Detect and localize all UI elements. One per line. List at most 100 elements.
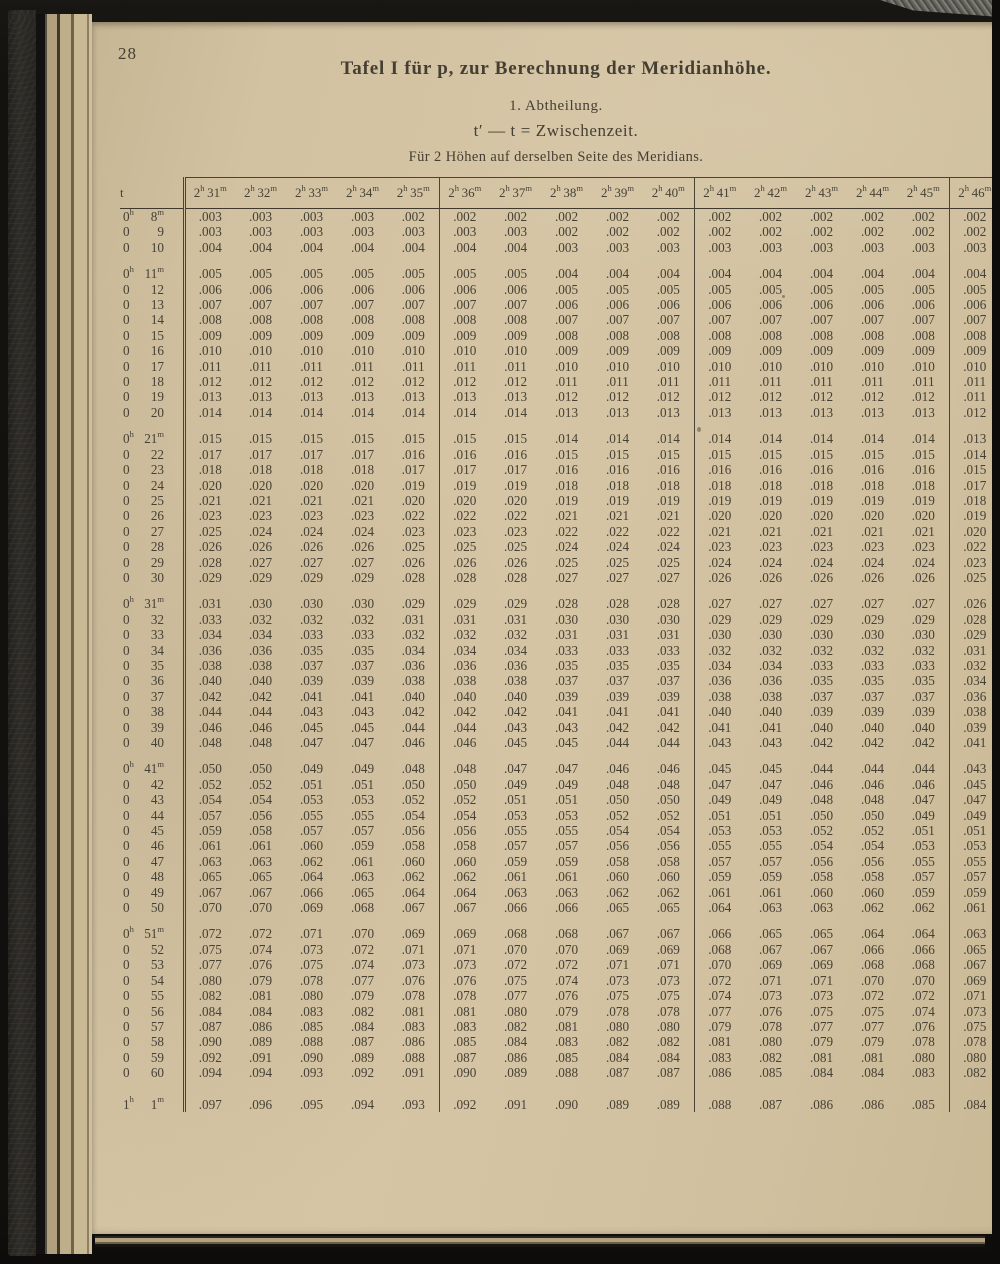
hour-unit: h xyxy=(811,182,816,193)
table-cell: .004 xyxy=(809,266,834,282)
table-cell: .055 xyxy=(554,823,579,839)
spacer-cell xyxy=(388,750,440,762)
table-cell: .058 xyxy=(248,823,273,839)
table-cell: .084 xyxy=(350,1018,375,1034)
note-line: Für 2 Höhen auf derselben Seite des Meri… xyxy=(408,149,704,165)
minute-part: 31m xyxy=(144,593,164,612)
table-cell: .017 xyxy=(963,477,987,493)
spacer-cell xyxy=(439,420,490,431)
table-cell: .016 xyxy=(453,446,477,462)
column-header-label: 2h 38m xyxy=(550,182,583,200)
table-cell: .021 xyxy=(198,492,222,508)
minute-part: 9 xyxy=(157,224,164,240)
table-cell: .003 xyxy=(299,209,324,224)
table-cell: .014 xyxy=(198,404,222,420)
minute-part: 37 xyxy=(150,688,164,704)
table-row: 0 27 .025 .024 .024 .024 .023 .023 .023 .022 .022.… xyxy=(120,523,1000,540)
minute-unit: m xyxy=(831,182,838,193)
table-cell: .070 xyxy=(554,941,579,957)
table-cell: .053 xyxy=(299,792,324,808)
table-cell: .068 xyxy=(860,957,885,973)
table-cell: .070 xyxy=(198,900,222,916)
table-cell: .028 xyxy=(605,596,630,612)
table-cell: .041 xyxy=(299,688,324,704)
row-label: 0 58 xyxy=(120,1034,186,1050)
table-cell: .011 xyxy=(351,358,374,374)
table-cell: .072 xyxy=(503,957,528,973)
table-cell: .066 xyxy=(708,926,732,942)
table-cell: .082 xyxy=(350,1003,375,1019)
table-cell: .044 xyxy=(605,735,630,750)
table-cell: .058 xyxy=(860,869,885,885)
table-cell: .079 xyxy=(554,1003,579,1019)
table-cell: .003 xyxy=(860,239,885,255)
table-cell: .088 xyxy=(554,1065,579,1081)
table-cell: .019 xyxy=(554,492,579,508)
minute-unit: m xyxy=(157,593,164,604)
table-cell: .072 xyxy=(350,941,375,957)
row-label: 0 34 xyxy=(120,642,186,658)
table-cell: .087 xyxy=(453,1049,477,1065)
spacer-cell xyxy=(847,750,898,761)
table-cell: .074 xyxy=(708,988,732,1004)
table-cell: .017 xyxy=(299,446,324,462)
table-cell: .019 xyxy=(453,477,477,493)
spacer-cell xyxy=(388,1080,440,1097)
table-cell: .046 xyxy=(809,776,834,792)
spacer-cell xyxy=(592,750,643,761)
spacer-cell xyxy=(796,915,847,926)
table-cell: .024 xyxy=(605,539,630,555)
hour-unit: h xyxy=(607,182,612,193)
table-cell: .066 xyxy=(299,884,324,900)
table-cell: .014 xyxy=(758,431,783,447)
table-cell: .081 xyxy=(554,1018,579,1034)
table-cell: .016 xyxy=(643,462,695,478)
table-cell: .066 xyxy=(554,900,579,916)
table-cell: .012 xyxy=(809,389,834,405)
spacer-cell xyxy=(643,585,695,597)
table-cell: .064 xyxy=(299,869,324,885)
table-cell: .010 xyxy=(554,358,579,374)
table-cell: .021 xyxy=(708,523,732,539)
hour-part: 0 xyxy=(123,972,130,988)
table-cell: .089 xyxy=(605,1096,630,1112)
table-row: 0 53 .077 .076 .075 .074 .073 .073 .072 .072 .071.… xyxy=(120,957,1000,973)
table-cell: .012 xyxy=(860,389,885,405)
table-cell: .016 xyxy=(708,462,732,478)
table-cell: .002 xyxy=(453,209,477,224)
table-cell: .049 xyxy=(758,792,783,808)
table-cell: .017 xyxy=(453,462,477,478)
row-label: 0 50 xyxy=(120,900,186,916)
spacer-cell xyxy=(439,1081,490,1097)
table-cell: .039 xyxy=(860,704,885,720)
hour-part: 0 xyxy=(123,941,130,957)
table-row: 0 32 .033 .032 .032 .032 .031 .031 .031 .030 .030.… xyxy=(120,611,1000,628)
spacer-cell xyxy=(694,915,745,926)
table-cell: .033 xyxy=(860,657,885,673)
table-cell: .015 xyxy=(503,431,528,447)
table-cell: .023 xyxy=(198,508,222,524)
table-cell: .034 xyxy=(708,657,732,673)
spacer-cell xyxy=(490,585,541,596)
table-cell: .017 xyxy=(198,446,222,462)
table-cell: .086 xyxy=(388,1034,440,1050)
table-cell: .036 xyxy=(758,673,783,689)
table-cell: .025 xyxy=(605,554,630,570)
hour-part: 0 xyxy=(123,704,130,720)
spacer-cell xyxy=(439,915,490,926)
table-cell: .033 xyxy=(299,627,324,643)
table-row: 0 30 .029 .029 .029 .029 .028 .028 .028 .027 .027.… xyxy=(120,569,1000,586)
table-cell: .039 xyxy=(605,688,630,704)
table-cell: .071 xyxy=(758,972,783,988)
table-row: 0 18 .012 .012 .012 .012 .012 .012 .012 .011 .011.… xyxy=(120,374,1000,390)
table-cell: .080 xyxy=(643,1018,695,1035)
table-cell: .084 xyxy=(248,1003,273,1019)
table-cell: .006 xyxy=(350,281,375,297)
group-spacer-row xyxy=(120,750,1000,762)
table-cell: .053 xyxy=(350,792,375,808)
table-cell: .067 xyxy=(809,941,834,957)
table-cell: .034 xyxy=(503,642,528,658)
table-cell: .007 xyxy=(350,297,375,313)
hour-part: 0 xyxy=(123,807,130,823)
table-cell: .029 xyxy=(388,596,440,612)
